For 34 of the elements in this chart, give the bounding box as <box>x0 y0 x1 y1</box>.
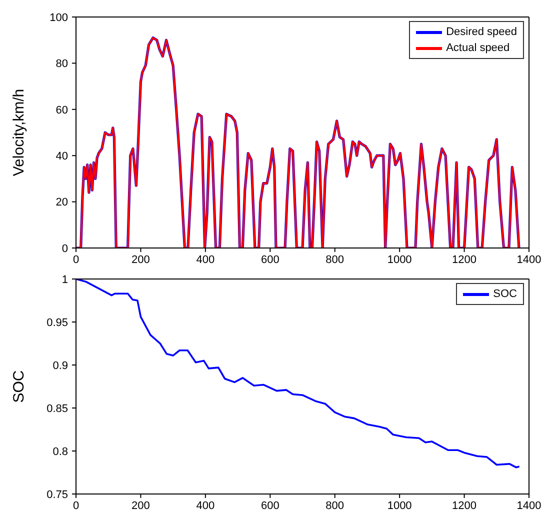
x-tick-label: 600 <box>260 254 280 266</box>
x-tick-label: 1200 <box>452 500 477 512</box>
y-tick-label: 1 <box>62 274 68 286</box>
y-tick-label: 0.75 <box>46 488 68 501</box>
legend-label: Desired speed <box>446 25 517 40</box>
x-tick-label: 200 <box>132 254 150 266</box>
x-tick-label: 800 <box>326 500 344 512</box>
y-tick-label: 0.85 <box>46 402 68 415</box>
x-tick-label: 800 <box>326 254 344 266</box>
x-tick-label: 0 <box>72 500 80 512</box>
y-tick-label: 20 <box>56 196 68 209</box>
x-tick-label: 1400 <box>516 500 542 512</box>
x-tick-label: 1000 <box>387 500 412 512</box>
x-tick-label: 400 <box>196 500 215 512</box>
x-tick-label: 400 <box>196 254 215 266</box>
x-tick-label: 1400 <box>516 254 542 266</box>
y-tick-label: 0.8 <box>52 446 68 458</box>
x-tick-label: 1000 <box>387 254 412 266</box>
legend-label: Actual speed <box>446 41 510 56</box>
line-series <box>76 279 520 468</box>
y-tick-label: 0.95 <box>46 316 68 329</box>
x-tick-label: 200 <box>132 500 150 512</box>
legend-label: SOC <box>493 287 517 302</box>
y-tick-label: 100 <box>50 12 68 24</box>
y-tick-label: 80 <box>56 58 68 70</box>
x-tick-label: 600 <box>260 500 280 512</box>
y-tick-label: 40 <box>56 150 68 163</box>
x-tick-label: 0 <box>72 254 80 266</box>
y-axis-title: Velocity,km/h <box>10 88 28 176</box>
y-tick-label: 0 <box>62 242 68 255</box>
x-tick-label: 1200 <box>452 254 477 266</box>
y-tick-label: 60 <box>56 104 68 116</box>
y-tick-label: 0.9 <box>52 360 68 372</box>
y-axis-title: SOC <box>10 370 28 403</box>
